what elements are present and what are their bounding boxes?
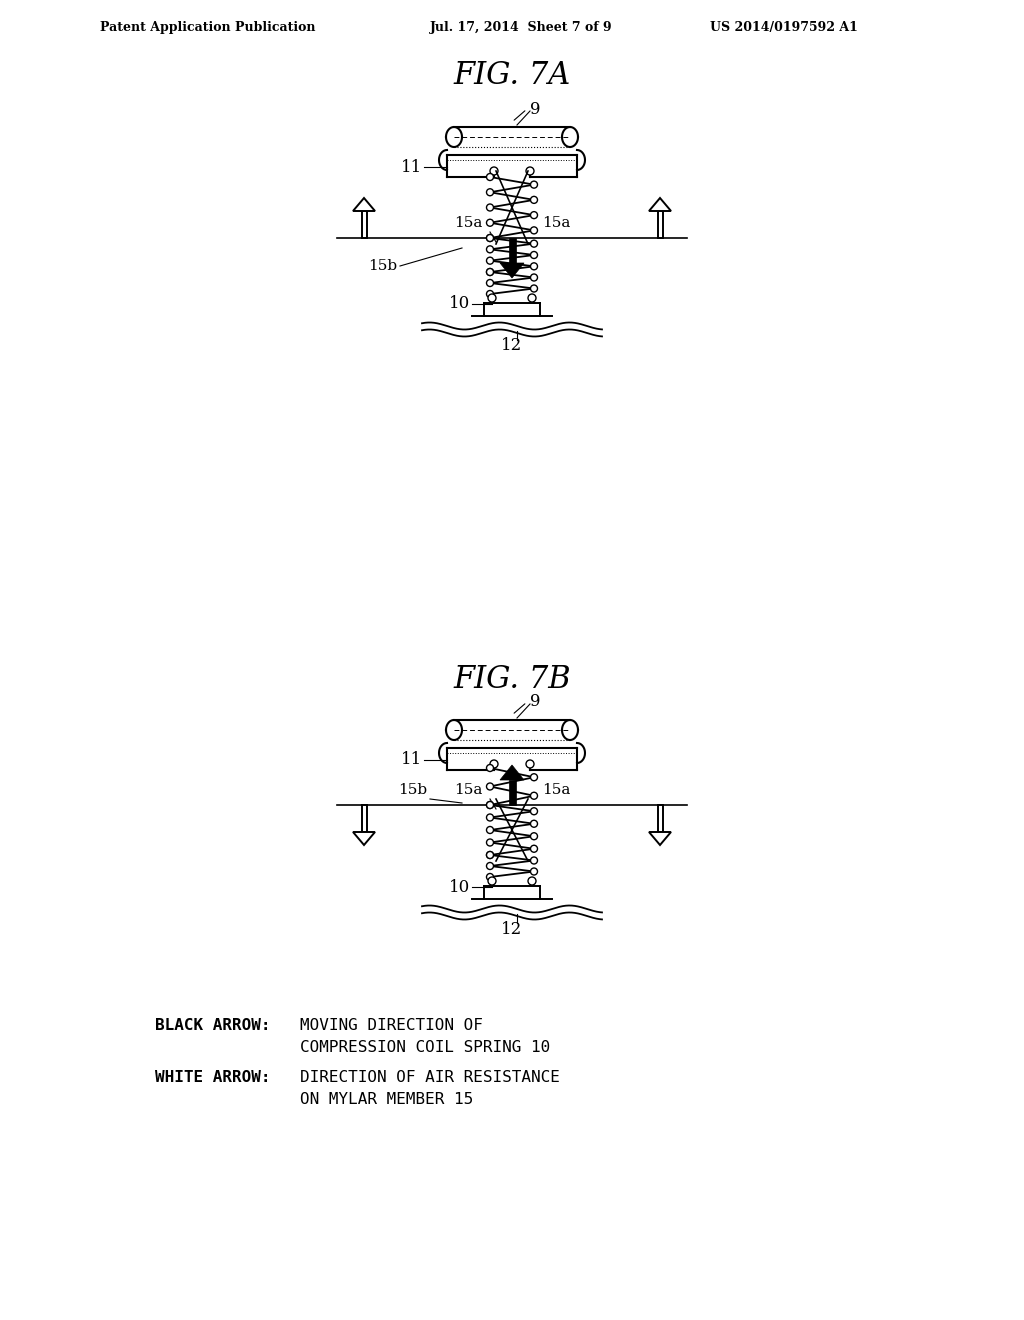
Circle shape <box>486 257 494 264</box>
Bar <box>657 211 663 238</box>
Circle shape <box>486 189 494 195</box>
Circle shape <box>530 869 538 875</box>
Bar <box>509 780 515 805</box>
Text: 15a: 15a <box>454 216 482 230</box>
Circle shape <box>486 764 494 771</box>
Circle shape <box>486 826 494 833</box>
Circle shape <box>486 219 494 226</box>
Circle shape <box>486 874 494 880</box>
Text: 10: 10 <box>449 879 470 895</box>
Circle shape <box>486 290 494 297</box>
Circle shape <box>530 275 538 281</box>
Text: 15a: 15a <box>454 783 482 797</box>
Text: COMPRESSION COIL SPRING 10: COMPRESSION COIL SPRING 10 <box>300 1040 550 1055</box>
Circle shape <box>526 760 534 768</box>
Polygon shape <box>353 198 375 211</box>
Circle shape <box>530 211 538 219</box>
Circle shape <box>486 862 494 870</box>
Circle shape <box>486 851 494 858</box>
Bar <box>361 211 367 238</box>
Circle shape <box>486 801 494 808</box>
Text: 12: 12 <box>502 920 522 937</box>
Polygon shape <box>649 198 671 211</box>
Circle shape <box>530 227 538 234</box>
Polygon shape <box>500 263 524 279</box>
Polygon shape <box>649 832 671 845</box>
Circle shape <box>486 268 494 276</box>
Text: ON MYLAR MEMBER 15: ON MYLAR MEMBER 15 <box>300 1092 473 1106</box>
Text: Patent Application Publication: Patent Application Publication <box>100 21 315 34</box>
Circle shape <box>486 205 494 211</box>
Polygon shape <box>500 766 524 780</box>
Circle shape <box>526 168 534 176</box>
Circle shape <box>486 235 494 242</box>
Circle shape <box>530 774 538 780</box>
Bar <box>361 805 367 832</box>
Circle shape <box>528 294 536 302</box>
Text: MOVING DIRECTION OF: MOVING DIRECTION OF <box>300 1018 483 1032</box>
Circle shape <box>530 252 538 259</box>
Text: 15a: 15a <box>542 216 570 230</box>
Bar <box>657 805 663 832</box>
Circle shape <box>488 294 496 302</box>
Circle shape <box>530 792 538 799</box>
Circle shape <box>486 268 494 276</box>
Circle shape <box>530 263 538 269</box>
Text: Jul. 17, 2014  Sheet 7 of 9: Jul. 17, 2014 Sheet 7 of 9 <box>430 21 612 34</box>
Circle shape <box>530 240 538 247</box>
Circle shape <box>486 173 494 181</box>
Text: 9: 9 <box>530 693 541 710</box>
Text: 12: 12 <box>502 338 522 355</box>
Text: 15a: 15a <box>542 783 570 797</box>
Circle shape <box>530 197 538 203</box>
Text: 11: 11 <box>400 158 422 176</box>
Text: BLACK ARROW:: BLACK ARROW: <box>155 1018 270 1032</box>
Bar <box>509 238 515 263</box>
Circle shape <box>528 876 536 884</box>
Text: FIG. 7B: FIG. 7B <box>454 664 570 696</box>
Circle shape <box>486 246 494 253</box>
Text: 15b: 15b <box>398 783 427 797</box>
Text: 15b: 15b <box>368 259 397 273</box>
Circle shape <box>486 783 494 789</box>
Circle shape <box>530 808 538 814</box>
Text: FIG. 7A: FIG. 7A <box>454 59 570 91</box>
Text: US 2014/0197592 A1: US 2014/0197592 A1 <box>710 21 858 34</box>
Circle shape <box>486 235 494 242</box>
Polygon shape <box>353 832 375 845</box>
Text: 9: 9 <box>530 100 541 117</box>
Circle shape <box>530 181 538 189</box>
Circle shape <box>486 801 494 808</box>
Circle shape <box>530 285 538 292</box>
Circle shape <box>490 760 498 768</box>
Text: 11: 11 <box>400 751 422 768</box>
Circle shape <box>530 857 538 865</box>
Circle shape <box>486 840 494 846</box>
Circle shape <box>490 168 498 176</box>
Text: DIRECTION OF AIR RESISTANCE: DIRECTION OF AIR RESISTANCE <box>300 1069 560 1085</box>
Circle shape <box>486 814 494 821</box>
Text: WHITE ARROW:: WHITE ARROW: <box>155 1069 270 1085</box>
Circle shape <box>530 845 538 853</box>
Text: 10: 10 <box>449 296 470 313</box>
Circle shape <box>530 820 538 828</box>
Circle shape <box>530 833 538 840</box>
Circle shape <box>486 280 494 286</box>
Circle shape <box>488 876 496 884</box>
Circle shape <box>486 851 494 858</box>
